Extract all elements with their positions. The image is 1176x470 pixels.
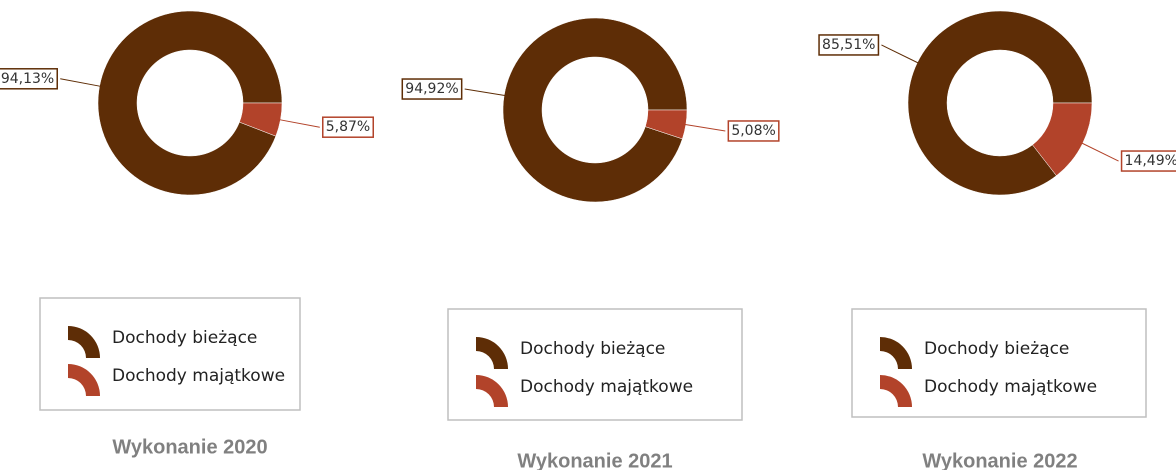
leader-line — [277, 118, 320, 128]
data-label: 94,92% — [405, 81, 458, 97]
legend-label: Dochody bieżące — [520, 339, 665, 359]
data-label-box — [727, 120, 780, 142]
data-label-box — [322, 116, 374, 138]
legend-label: Dochody bieżące — [112, 328, 257, 348]
donut-slice — [97, 10, 283, 196]
data-label: 14,49% — [1125, 153, 1176, 169]
legend-box — [447, 308, 743, 421]
data-label: 5,08% — [731, 123, 775, 139]
leader-line — [1079, 141, 1119, 162]
data-label: 85,51% — [822, 37, 875, 53]
data-label-box — [818, 34, 880, 56]
chart-title: Wykonanie 2021 — [517, 450, 672, 470]
legend-icon — [880, 375, 912, 407]
data-label-box — [0, 68, 58, 90]
legend-icon — [68, 326, 100, 358]
data-label-box — [401, 78, 463, 100]
legend-icon — [476, 337, 508, 369]
leader-line — [682, 123, 726, 132]
legend-label: Dochody bieżące — [924, 339, 1069, 359]
leader-line — [881, 44, 921, 65]
donut-slice — [907, 10, 1093, 196]
donut-slice — [1032, 102, 1093, 177]
legend-box — [39, 297, 301, 411]
legend-box — [851, 308, 1147, 418]
donut-slice — [239, 102, 283, 137]
leader-line — [60, 78, 103, 88]
legend-icon — [68, 364, 100, 396]
legend-label: Dochody majątkowe — [924, 377, 1097, 397]
donut-slice — [502, 17, 688, 203]
data-label-box — [1120, 150, 1176, 172]
chart-title: Wykonanie 2020 — [112, 436, 267, 458]
data-label: 94,13% — [1, 71, 54, 87]
legend-label: Dochody majątkowe — [112, 366, 285, 386]
legend-icon — [476, 375, 508, 407]
leader-line — [464, 88, 508, 97]
legend-icon — [880, 337, 912, 369]
data-label: 5,87% — [326, 119, 370, 135]
donut-slice — [645, 109, 688, 140]
chart-title: Wykonanie 2022 — [922, 450, 1077, 470]
legend-label: Dochody majątkowe — [520, 377, 693, 397]
